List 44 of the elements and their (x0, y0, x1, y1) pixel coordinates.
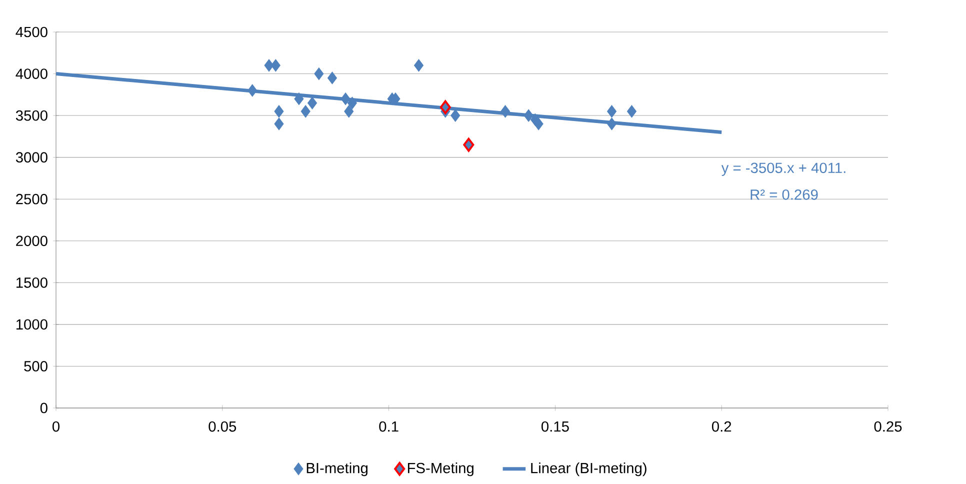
x-tick-label: 0.05 (208, 421, 236, 432)
y-tick-label: 4000 (16, 68, 48, 79)
point (274, 105, 284, 118)
point (450, 109, 460, 122)
x-tick-label: 0.1 (379, 421, 398, 432)
y-tick-label: 2500 (16, 194, 48, 204)
point (500, 105, 510, 118)
point (274, 118, 284, 130)
point (463, 138, 474, 152)
point (607, 105, 617, 118)
point (300, 105, 310, 118)
point (270, 59, 280, 72)
x-tick-label: 0.2 (712, 421, 732, 432)
point (524, 109, 534, 122)
point (607, 118, 617, 130)
x-tick-label: 0.25 (874, 421, 902, 432)
legend-label: FS-Meting (408, 462, 474, 476)
y-tick-label: 500 (24, 361, 48, 372)
annotation: y = -3505.x + 4011. (721, 162, 846, 176)
point (327, 72, 337, 84)
point (314, 67, 324, 80)
point (440, 100, 451, 114)
point (294, 92, 304, 106)
point (347, 96, 357, 110)
point (307, 96, 318, 110)
x-tick-label: 0.15 (541, 421, 569, 432)
point (534, 118, 544, 130)
point (414, 59, 424, 72)
y-tick-label: 1000 (16, 319, 48, 330)
legend-label: BI-meting (306, 462, 368, 476)
y-tick-label: 0 (40, 402, 48, 414)
legend-label: Linear (BI-meting) (531, 462, 646, 476)
point (340, 92, 350, 106)
point (264, 59, 274, 72)
annotation: R² = 0.269 (750, 189, 818, 200)
point (248, 84, 258, 97)
x-tick-label: 0 (52, 421, 60, 432)
y-tick-label: 1500 (16, 277, 48, 288)
y-tick-label: 3500 (16, 110, 48, 121)
point (626, 105, 637, 118)
y-tick-label: 2000 (16, 236, 48, 246)
y-tick-label: 3000 (16, 152, 48, 163)
point (344, 105, 354, 118)
y-tick-label: 4500 (16, 26, 48, 38)
